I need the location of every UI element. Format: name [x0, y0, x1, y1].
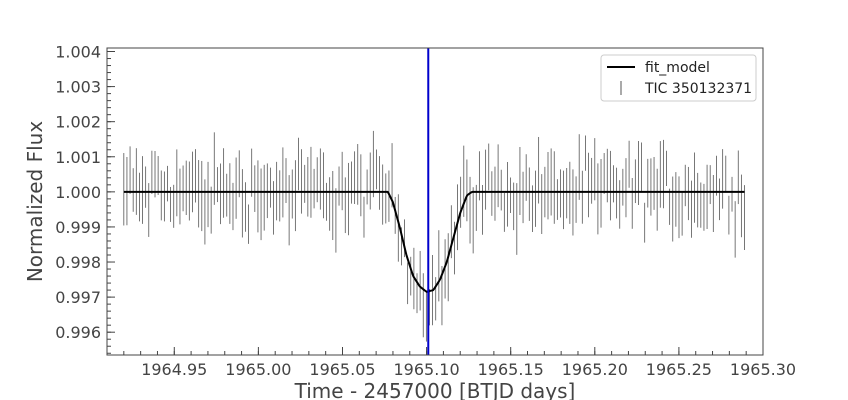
y-tick-label: 0.998 — [55, 253, 101, 272]
y-axis-label: Normalized Flux — [23, 121, 47, 283]
y-tick-label: 1.002 — [55, 113, 101, 132]
legend-tic-label: TIC 350132371 — [644, 81, 752, 97]
x-axis-label: Time - 2457000 [BTJD days] — [294, 379, 576, 400]
y-tick-label: 0.996 — [55, 323, 101, 342]
fit-model-layer — [123, 190, 745, 293]
y-tick-label: 0.997 — [55, 288, 101, 307]
y-tick-label: 1.004 — [55, 43, 101, 62]
legend-fit-model-label: fit_model — [645, 60, 710, 76]
x-tick-label: 1965.05 — [309, 360, 375, 379]
x-tick-label: 1965.25 — [646, 360, 712, 379]
y-axis-ticks: 0.996 0.997 0.998 0.999 1.000 1.001 1.002 1.003… — [55, 43, 115, 354]
x-tick-label: 1965.30 — [730, 360, 796, 379]
flux-errorbars — [123, 130, 745, 342]
y-tick-label: 1.001 — [55, 148, 101, 167]
y-tick-label: 1.003 — [55, 78, 101, 97]
plot-area-frame — [106, 47, 764, 356]
legend: fit_model TIC 350132371 — [600, 54, 757, 102]
y-tick-label: 1.000 — [55, 183, 101, 202]
x-tick-label: 1965.10 — [394, 360, 460, 379]
fit-model-line — [123, 190, 745, 293]
x-tick-label: 1965.15 — [478, 360, 544, 379]
y-tick-label: 0.999 — [55, 218, 101, 237]
x-tick-label: 1965.20 — [562, 360, 628, 379]
x-axis-ticks: 1964.95 1965.00 1965.05 1965.10 1965.15 1965.… — [106, 347, 796, 379]
x-tick-label: 1964.95 — [141, 360, 207, 379]
x-tick-label: 1965.00 — [225, 360, 291, 379]
legend-box — [600, 54, 757, 102]
